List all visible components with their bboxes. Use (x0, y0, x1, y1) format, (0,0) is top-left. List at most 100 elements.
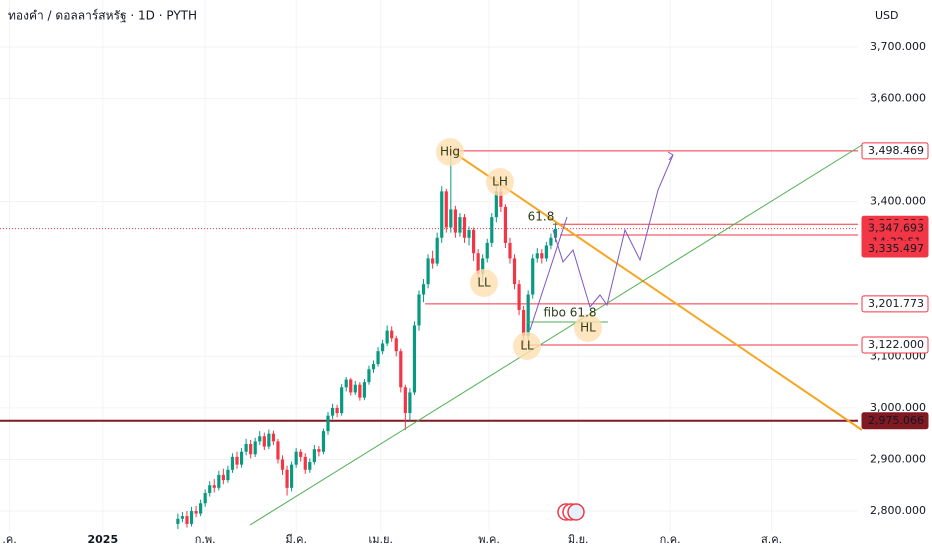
trendline (449, 149, 863, 431)
price-label: 2,975.066 (868, 414, 924, 427)
price-label: 3,201.773 (868, 297, 924, 310)
arrow-head (667, 151, 674, 161)
candle-body (217, 474, 221, 488)
candle-body (531, 258, 535, 295)
candle-body (553, 228, 558, 238)
candle-body (490, 217, 494, 243)
candle-body (244, 443, 248, 452)
candle-body (462, 217, 467, 238)
candle-body (285, 469, 289, 488)
price-label-box (861, 142, 929, 160)
symbol-title[interactable]: ทองคำ / ดอลลาร์สหรัฐ · 1D · PYTH (8, 9, 197, 23)
x-tick-label: มิ.ย. (568, 533, 589, 546)
candle-body (253, 441, 257, 455)
candle-body (390, 330, 394, 339)
candle-body (353, 384, 357, 393)
candle-body (189, 511, 194, 524)
annotation: 61.8 (528, 210, 555, 224)
candle-body (317, 449, 321, 452)
x-tick-label: ส.ค. (761, 533, 782, 546)
candle-body (476, 253, 480, 274)
candle-body (385, 330, 389, 344)
annotation: LH (492, 175, 508, 189)
candle-body (494, 191, 498, 218)
candle-body (230, 456, 235, 470)
price-label: 3,498.469 (868, 144, 924, 157)
candle-body (340, 387, 344, 414)
candle-body (544, 245, 548, 259)
candle-body (294, 451, 298, 465)
projection (529, 216, 568, 331)
candle-body (371, 364, 376, 370)
y-tick-label: 3,000.000 (870, 401, 926, 414)
candle-body (276, 441, 280, 460)
x-tick-label: มี.ค. (285, 533, 307, 546)
candle-body (481, 258, 485, 274)
projection (552, 154, 674, 309)
candle-body (412, 325, 417, 393)
candle-body (208, 485, 212, 493)
x-tick-label: ก.พ. (195, 533, 216, 546)
price-label-box (861, 295, 929, 313)
trendline (249, 144, 863, 526)
candle-body (258, 436, 262, 442)
candle-body (221, 474, 225, 481)
candle-body (549, 237, 553, 246)
candle-body (267, 433, 271, 447)
candle-body (508, 242, 512, 259)
candle-body (312, 449, 316, 463)
candle-body (512, 258, 517, 285)
marker (470, 269, 498, 297)
candle-body (321, 431, 326, 452)
candle-body (503, 206, 508, 243)
candle-body (376, 351, 380, 365)
marker (513, 332, 541, 360)
candle-body (417, 294, 421, 326)
price-label: 3,335.497 (868, 242, 924, 255)
x-tick-label: 2025 (88, 533, 119, 546)
annotation: Hig (440, 145, 460, 159)
y-tick-label: 3,600.000 (870, 92, 926, 105)
currency[interactable]: USD (875, 9, 899, 22)
candle-body (212, 485, 216, 488)
candle-body (280, 459, 285, 470)
price-lines (0, 150, 858, 422)
annotation: LL (520, 339, 534, 353)
y-tick-label: 3,700.000 (870, 40, 926, 53)
candle-body (403, 387, 407, 414)
y-tick-label: 2,900.000 (870, 452, 926, 465)
candle-body (399, 351, 403, 388)
price-label: 3,347.693 (868, 222, 924, 235)
candle-body (335, 407, 339, 414)
candle-body (185, 516, 189, 524)
candle-body (517, 284, 521, 310)
x-tick-label: พ.ค. (478, 533, 500, 546)
candle-body (308, 462, 312, 470)
candle-body (471, 230, 476, 254)
candle-body (380, 343, 385, 352)
candle-body (535, 253, 539, 259)
candle-body (262, 436, 266, 447)
candle-body (458, 217, 462, 233)
event-icon[interactable] (567, 503, 585, 521)
candle-body (467, 230, 471, 238)
x-tick-label: ก.ค. (660, 533, 681, 546)
candle-body (440, 191, 444, 238)
candle-body (235, 456, 239, 465)
candle-body (449, 209, 453, 228)
marker (436, 138, 464, 166)
candle-body (176, 518, 180, 524)
candle-body (303, 456, 307, 470)
price-label-box (861, 412, 929, 430)
candle-body (194, 511, 198, 514)
drawings: Hig LH LL LL HL 61.8 fibo 61.8 (249, 138, 863, 526)
candle-body (394, 338, 398, 352)
candle-body (344, 379, 348, 388)
candle-body (358, 384, 362, 398)
candle-body (367, 369, 371, 383)
marker (574, 314, 602, 342)
candle-body (290, 464, 294, 488)
candle-body (408, 392, 412, 414)
price-label-box (861, 336, 929, 354)
